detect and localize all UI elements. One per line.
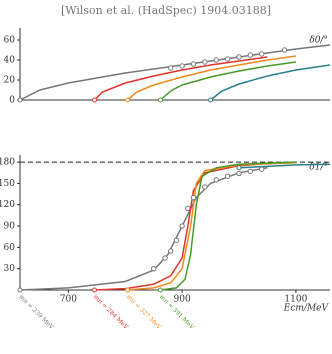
- series-label: mπ = 239 MeV: [18, 294, 56, 332]
- data-point: [190, 61, 197, 67]
- curve: [238, 163, 331, 169]
- data-point: [150, 265, 157, 272]
- data-point: [259, 51, 265, 57]
- curve: [210, 64, 331, 101]
- subtitle: [Wilson et al. (HadSpec) 1904.03188]: [61, 4, 271, 17]
- data-point: [259, 166, 265, 172]
- y-tick-label: 0: [9, 96, 15, 106]
- threshold-marker: [236, 165, 242, 171]
- data-point: [247, 52, 254, 58]
- curve: [19, 167, 268, 291]
- curve: [94, 162, 268, 291]
- data-point: [224, 173, 231, 180]
- y-tick-label: 20: [4, 76, 16, 86]
- threshold-marker: [17, 287, 23, 293]
- threshold-marker: [125, 97, 131, 103]
- curve: [127, 55, 297, 101]
- data-point: [236, 170, 242, 177]
- y-tick-label: 90: [4, 222, 16, 232]
- data-point: [162, 255, 168, 261]
- data-point: [168, 248, 174, 254]
- data-point: [213, 177, 219, 183]
- threshold-marker: [17, 97, 23, 103]
- threshold-marker: [208, 97, 214, 103]
- y-tick-label: 180: [0, 158, 15, 168]
- data-point: [236, 54, 242, 60]
- data-point: [185, 205, 191, 211]
- curve: [19, 44, 331, 101]
- data-point: [247, 168, 254, 175]
- data-point: [202, 59, 208, 65]
- x-tick-label: 1100: [284, 295, 307, 305]
- x-tick-label: 900: [174, 295, 191, 305]
- y-tick-label: 120: [0, 200, 15, 210]
- curve: [127, 162, 296, 291]
- threshold-marker: [157, 287, 163, 293]
- series-label: mπ = 327 MeV: [125, 294, 163, 332]
- data-point: [168, 65, 174, 71]
- data-point: [190, 194, 197, 201]
- data-point: [179, 63, 185, 69]
- curve: [160, 61, 297, 101]
- y-tick-label: 30: [4, 264, 16, 274]
- y-axis-label: δ0/°: [309, 36, 328, 46]
- series-label: mπ = 284 MeV: [92, 294, 130, 332]
- data-point: [202, 184, 208, 190]
- threshold-marker: [157, 97, 163, 103]
- data-point: [213, 57, 219, 63]
- data-point: [179, 223, 185, 229]
- y-tick-label: 40: [4, 56, 16, 66]
- threshold-marker: [92, 97, 98, 103]
- y-axis-label: δ1/°: [309, 163, 328, 173]
- x-tick-label: 700: [60, 295, 77, 305]
- threshold-marker: [92, 287, 98, 293]
- x-axis-label: Ecm/MeV: [283, 304, 330, 314]
- data-point: [173, 237, 180, 243]
- y-tick-label: 150: [0, 179, 15, 189]
- data-point: [224, 56, 231, 62]
- curve: [160, 161, 296, 291]
- y-tick-label: 60: [4, 243, 16, 253]
- threshold-marker: [125, 287, 131, 293]
- data-point: [281, 47, 288, 53]
- curve: [93, 56, 268, 101]
- y-tick-label: 60: [4, 36, 16, 46]
